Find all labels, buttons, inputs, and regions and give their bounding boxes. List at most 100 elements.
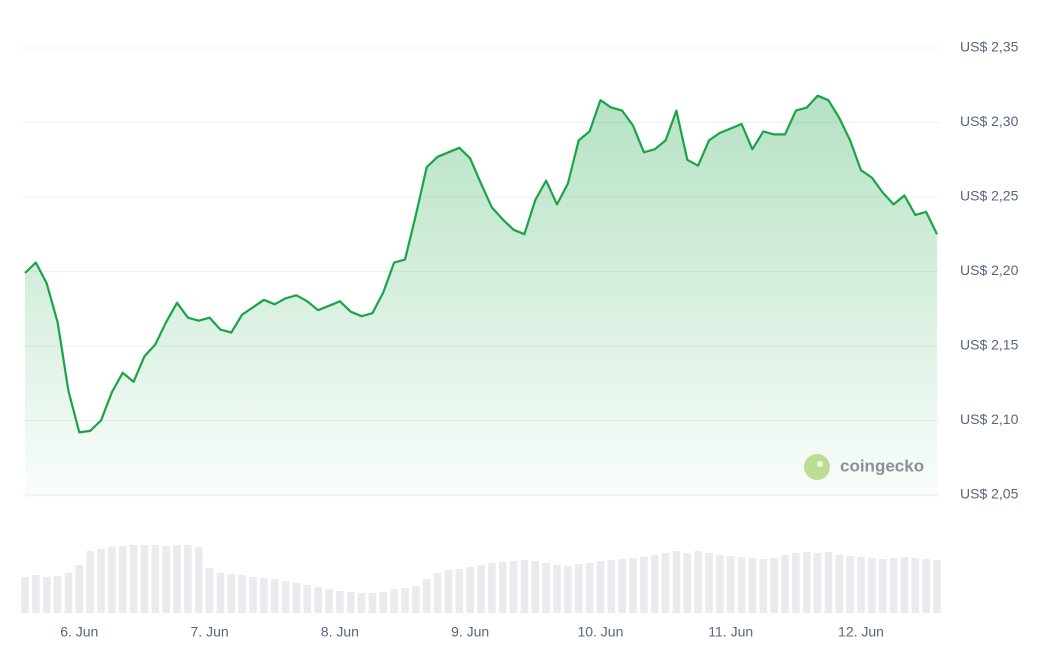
volume-bar (292, 583, 301, 613)
volume-bar (412, 586, 420, 613)
volume-bar (281, 581, 290, 613)
volume-bar (759, 559, 768, 613)
volume-bar (813, 553, 822, 613)
y-tick-label: US$ 2,25 (960, 188, 1019, 204)
volume-bar (184, 545, 192, 613)
volume-bar (379, 592, 388, 613)
volume-bar (53, 576, 62, 613)
volume-bar (618, 559, 626, 613)
logo (804, 454, 830, 480)
volume-bar (542, 563, 550, 613)
volume-bar (509, 561, 518, 613)
volume-bar (108, 547, 116, 613)
x-tick-label: 11. Jun (708, 624, 753, 640)
volume-bar (444, 570, 453, 613)
volume-bar (705, 553, 713, 613)
volume-bar (194, 547, 203, 613)
volume-bar (857, 557, 865, 613)
volume-bar (640, 557, 648, 613)
y-tick-label: US$ 2,10 (960, 411, 1019, 427)
volume-bar (42, 577, 51, 613)
volume-bar (325, 589, 333, 613)
plot (24, 94, 938, 502)
volume-bar (737, 557, 746, 613)
volume-bar (270, 579, 279, 613)
volume-bar (607, 560, 616, 613)
volume-bar (661, 553, 670, 613)
x-tick-label: 8. Jun (321, 624, 359, 640)
volume-bar (933, 560, 941, 613)
volume-bar (466, 567, 474, 613)
volume-bar (726, 556, 735, 613)
volume-bar (553, 565, 561, 613)
volume-bar (129, 545, 138, 613)
volume-bar (205, 568, 214, 613)
volume-bar (585, 563, 594, 613)
volume-bar (336, 591, 344, 613)
volume-bars (21, 545, 941, 613)
volume-bar (574, 564, 583, 613)
volume-bar (140, 545, 149, 613)
volume-bar (401, 588, 409, 613)
volume-bar (716, 555, 724, 613)
volume-bar (748, 558, 757, 613)
volume-bar (889, 558, 898, 613)
volume-bar (238, 575, 246, 613)
volume-bar (520, 560, 529, 613)
volume-bar (216, 573, 225, 613)
x-tick-label: 9. Jun (451, 624, 489, 640)
volume-bar (433, 573, 442, 613)
volume-bar (531, 561, 540, 613)
volume-bar (488, 563, 496, 613)
x-tick-label: 12. Jun (838, 624, 884, 640)
volume-bar (629, 558, 637, 613)
volume-bar (390, 589, 398, 613)
volume-bar (900, 557, 909, 613)
y-tick-label: US$ 2,20 (960, 262, 1019, 278)
watermark: coingecko (804, 454, 924, 480)
volume-bar (694, 551, 702, 613)
y-tick-label: US$ 2,30 (960, 113, 1019, 129)
volume-bar (802, 552, 811, 613)
volume-bar (911, 558, 920, 613)
y-tick-label: US$ 2,35 (960, 39, 1019, 55)
volume-bar (770, 558, 778, 613)
volume-bar (455, 569, 464, 613)
volume-bar (346, 592, 355, 613)
volume-bar (260, 578, 268, 613)
volume-bar (868, 558, 876, 613)
volume-bar (650, 555, 659, 613)
volume-bar (64, 573, 73, 613)
volume-bar (151, 545, 160, 613)
volume-bar (227, 574, 236, 613)
x-tick-label: 6. Jun (60, 624, 98, 640)
volume-bar (498, 562, 507, 613)
volume-bar (792, 553, 800, 613)
price-area (25, 95, 937, 502)
volume-bar (846, 556, 854, 613)
volume-bar (922, 559, 930, 613)
volume-bar (21, 577, 29, 613)
volume-bar (368, 593, 377, 613)
volume-bar (683, 553, 692, 613)
x-tick-label: 10. Jun (577, 624, 623, 640)
volume-bar (781, 555, 789, 613)
volume-bar (97, 549, 105, 613)
volume-bar (314, 587, 322, 613)
price-line (24, 94, 938, 434)
volume-bar (173, 545, 181, 613)
volume-bar (878, 559, 887, 613)
x-tick-label: 7. Jun (191, 624, 229, 640)
volume-bar (118, 546, 127, 613)
volume-bar (162, 546, 170, 613)
volume-bar (86, 551, 94, 613)
labels: US$ 2,35 US$ 2,30 US$ 2,25 US$ 2,20 US$ 2,15… (60, 39, 1018, 640)
volume-bar (32, 575, 40, 613)
volume-bar (303, 585, 312, 613)
volume-bar (249, 577, 257, 613)
volume-bar (422, 579, 431, 613)
y-tick-label: US$ 2,05 (960, 486, 1019, 502)
volume-bar (672, 551, 681, 613)
volume-bar (477, 565, 485, 613)
